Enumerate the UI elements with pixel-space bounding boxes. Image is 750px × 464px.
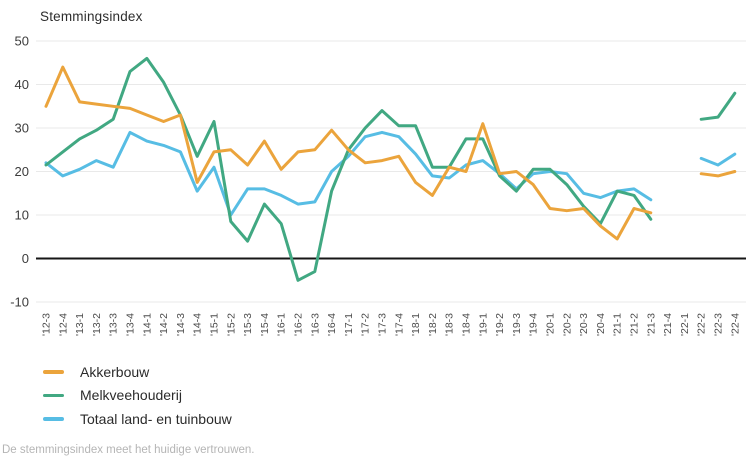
x-axis-label: '15-1 (209, 313, 221, 336)
x-axis-label: '19-2 (494, 313, 506, 336)
y-axis-label: 20 (15, 164, 29, 179)
x-axis-label: '15-2 (225, 313, 237, 336)
x-axis-label: '21-4 (662, 313, 674, 336)
x-axis-label: '18-4 (461, 313, 473, 336)
x-axis-label: '16-4 (326, 313, 338, 336)
legend-swatch-melkveehouderij (43, 393, 64, 397)
legend-label-melkveehouderij: Melkveehouderij (80, 387, 182, 404)
series-line-melkveehouderij (44, 56, 653, 282)
x-axis-label: '16-3 (309, 313, 321, 336)
x-axis-label: '20-1 (545, 313, 557, 336)
x-axis-label: '18-3 (444, 313, 456, 336)
x-axis-label: '22-3 (713, 313, 725, 336)
legend-item-totaal-land-en-tuinbouw: Totaal land- en tuinbouw (43, 407, 232, 431)
x-axis-label: '14-2 (158, 313, 170, 336)
x-axis-label: '18-1 (410, 313, 422, 336)
x-axis-label: '14-3 (175, 313, 187, 336)
series-line-akkerbouw (44, 65, 653, 241)
y-axis-label: -10 (10, 295, 29, 310)
x-axis-label: '18-2 (427, 313, 439, 336)
x-axis-label: '13-4 (125, 313, 137, 336)
chart-title: Stemmingsindex (40, 9, 143, 24)
y-axis-label: 40 (15, 77, 29, 92)
x-axis-label: '22-4 (729, 313, 741, 336)
y-axis-labels: 50 40 30 20 10 0 -10 (10, 34, 29, 310)
series-line-totaal-land-en-tuinbouw (44, 130, 653, 217)
x-axis-label: '21-3 (645, 313, 657, 336)
legend-swatch-totaal-land-en-tuinbouw (43, 417, 64, 421)
legend: Akkerbouw Melkveehouderij Totaal land- e… (43, 360, 232, 431)
x-axis-label: '16-1 (276, 313, 288, 336)
x-axis-label: '19-4 (528, 313, 540, 336)
legend-item-melkveehouderij: Melkveehouderij (43, 384, 232, 408)
x-axis-label: '17-2 (360, 313, 372, 336)
x-axis-label: '20-2 (561, 313, 573, 336)
series-line-totaal-land-en-tuinbouw (699, 152, 737, 167)
x-axis-label: '21-2 (629, 313, 641, 336)
x-axis-label: '15-4 (259, 313, 271, 336)
x-axis-label: '14-1 (141, 313, 153, 336)
x-axis-label: '13-2 (91, 313, 103, 336)
series-line-akkerbouw (699, 170, 737, 178)
x-axis-label: '19-1 (477, 313, 489, 336)
y-axis-label: 50 (15, 34, 29, 49)
x-axis-label: '20-3 (578, 313, 590, 336)
footnote: De stemmingsindex meet het huidige vertr… (2, 444, 255, 456)
x-axis-label: '13-3 (108, 313, 120, 336)
x-axis-label: '22-2 (696, 313, 708, 336)
y-axis-label: 30 (15, 121, 29, 136)
y-axis-label: 0 (22, 251, 29, 266)
x-axis-labels: '12-3 '12-4 '13-1 '13-2 '13-3 '13-4 '14-1 '14-2… (41, 313, 742, 336)
x-axis-label: '13-1 (74, 313, 86, 336)
x-axis-label: '21-1 (612, 313, 624, 336)
legend-label-akkerbouw: Akkerbouw (80, 363, 150, 380)
y-axis-label: 10 (15, 208, 29, 223)
legend-label-totaal-land-en-tuinbouw: Totaal land- en tuinbouw (80, 410, 232, 427)
series-lines (44, 56, 737, 282)
x-axis-label: '22-1 (679, 313, 691, 336)
x-axis-label: '12-3 (41, 313, 53, 336)
legend-swatch-akkerbouw (43, 370, 64, 374)
x-axis-label: '15-3 (242, 313, 254, 336)
series-line-melkveehouderij (699, 91, 737, 121)
x-axis-label: '17-4 (393, 313, 405, 336)
legend-item-akkerbouw: Akkerbouw (43, 360, 232, 384)
x-axis-label: '20-4 (595, 313, 607, 336)
gridlines (36, 40, 746, 303)
x-axis-label: '16-2 (293, 313, 305, 336)
x-axis-label: '19-3 (511, 313, 523, 336)
x-axis-label: '12-4 (57, 313, 69, 336)
x-axis-label: '17-1 (343, 313, 355, 336)
x-axis-label: '14-4 (192, 313, 204, 336)
x-axis-label: '17-3 (377, 313, 389, 336)
